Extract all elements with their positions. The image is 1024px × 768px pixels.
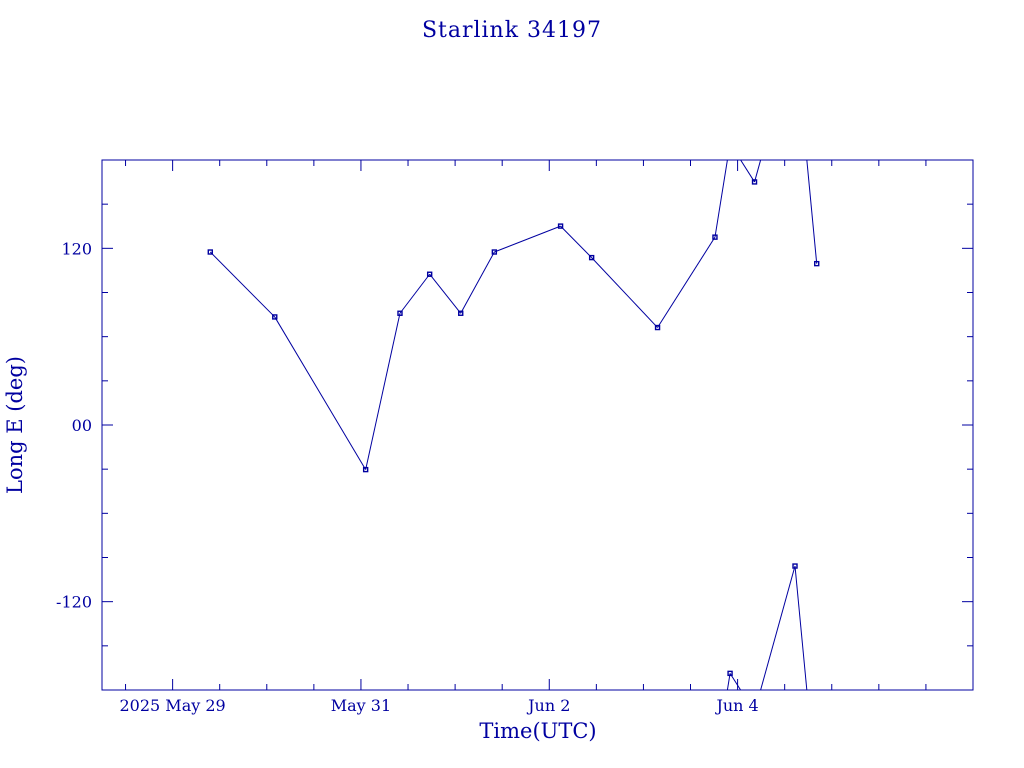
series-segment	[274, 316, 367, 470]
series-segment	[365, 313, 401, 470]
series-segment	[591, 257, 658, 328]
series-segment	[460, 251, 495, 314]
series-segment	[209, 251, 276, 318]
series-segment	[806, 160, 818, 264]
x-tick-label: Jun 4	[714, 696, 758, 715]
chart-title: Starlink 34197	[422, 18, 602, 43]
x-axis: 2025 May 29 May 31 Jun 2 Jun 4	[120, 160, 927, 715]
x-tick-label: May 31	[331, 696, 391, 715]
data-point	[751, 179, 758, 185]
series-segment	[729, 673, 742, 690]
series-segment	[560, 225, 592, 258]
data-point	[792, 563, 798, 569]
data-point	[362, 466, 369, 473]
data-point	[712, 234, 718, 240]
x-tick-label: Jun 2	[526, 696, 570, 715]
series-segment	[760, 565, 796, 690]
series-segment	[494, 225, 561, 253]
y-tick-label: -120	[56, 593, 92, 612]
data-point	[426, 271, 433, 277]
x-tick-label: 2025 May 29	[120, 696, 226, 715]
series-segment	[399, 273, 431, 314]
series-segment	[429, 273, 462, 314]
y-axis-title: Long E (deg)	[3, 356, 27, 494]
series-segment	[794, 565, 808, 690]
series-segment	[657, 236, 716, 328]
series-layer	[207, 160, 820, 690]
data-point	[397, 310, 403, 316]
y-axis: 120 00 -120	[56, 203, 973, 647]
data-point	[491, 249, 498, 255]
data-point	[557, 223, 564, 229]
data-point	[207, 249, 213, 255]
series-segment	[726, 673, 731, 690]
data-point	[272, 314, 278, 320]
data-point	[727, 670, 733, 677]
x-axis-title: Time(UTC)	[479, 719, 596, 743]
y-tick-label: 00	[72, 416, 92, 435]
series-segment	[714, 160, 728, 238]
data-point	[654, 324, 661, 331]
data-point	[458, 310, 464, 316]
series-segment	[740, 160, 755, 183]
data-point	[588, 254, 595, 261]
y-tick-label: 120	[61, 239, 92, 258]
data-point	[814, 260, 820, 267]
plot-frame	[101, 159, 974, 691]
